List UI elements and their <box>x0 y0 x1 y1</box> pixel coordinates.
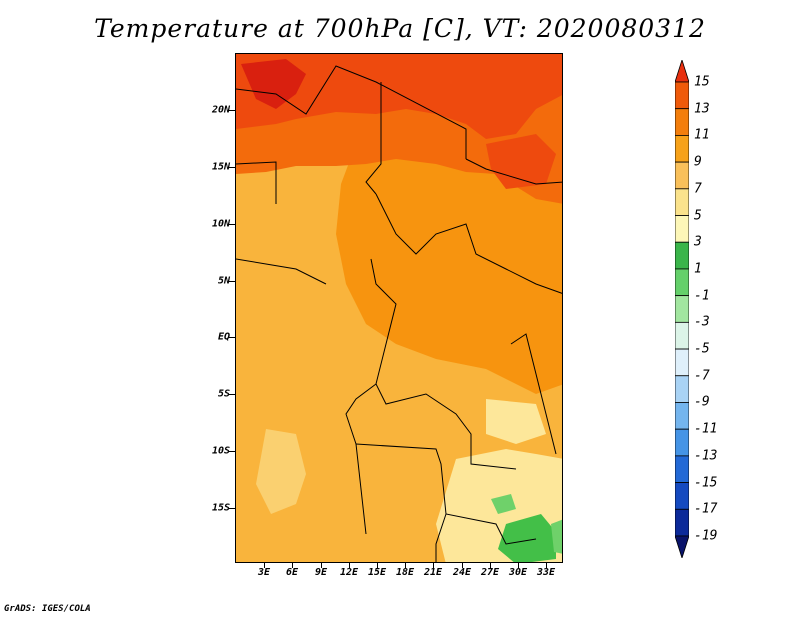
lon-label-15e: 15E <box>367 567 387 578</box>
colorbar-label: 3 <box>694 234 702 250</box>
colorbar-segment <box>675 241 689 270</box>
colorbar-label: 1 <box>694 261 702 277</box>
colorbar-segment <box>675 428 689 457</box>
colorbar-segment <box>675 161 689 190</box>
field-orange-band <box>336 144 562 394</box>
colorbar-segment <box>675 455 689 483</box>
lon-label-18e: 18E <box>395 567 415 578</box>
field-yellow-coast <box>486 399 546 444</box>
lon-label-6e: 6E <box>285 567 299 578</box>
colorbar-label: -15 <box>694 475 718 491</box>
lon-tick <box>462 563 463 568</box>
field-light-green-b <box>551 519 562 554</box>
lon-tick <box>546 563 547 568</box>
colorbar-label: -1 <box>694 288 710 304</box>
colorbar-label: -17 <box>694 501 718 517</box>
colorbar-label: 7 <box>694 181 702 197</box>
field-deep-red-nw <box>241 59 306 109</box>
lat-tick <box>229 451 235 452</box>
lat-tick <box>229 110 235 111</box>
colorbar-segment <box>675 508 689 537</box>
colorbar-label: 5 <box>694 208 702 224</box>
colorbar-segment <box>675 188 689 216</box>
lat-label-15n: 15N <box>211 161 230 173</box>
lon-label-30e: 30E <box>508 567 528 578</box>
lat-label-15s: 15S <box>211 502 230 514</box>
colorbar-segment <box>675 348 689 377</box>
lat-label-5n: 5N <box>217 275 230 287</box>
colorbar-bottom-arrow <box>675 535 689 558</box>
lon-tick <box>518 563 519 568</box>
lat-tick <box>229 224 235 225</box>
colorbar-label: -3 <box>694 314 710 330</box>
lon-label-24e: 24E <box>452 567 472 578</box>
lon-tick <box>264 563 265 568</box>
colorbar-label: -9 <box>694 394 710 410</box>
field-light-green-a <box>491 494 516 514</box>
lat-label-5s: 5S <box>217 388 230 400</box>
lon-label-9e: 9E <box>314 567 328 578</box>
colorbar-label: 15 <box>694 74 710 90</box>
lon-tick <box>321 563 322 568</box>
colorbar-segment <box>675 268 689 297</box>
lat-tick <box>229 394 235 395</box>
colorbar-segment <box>675 482 689 510</box>
colorbar-segment <box>675 215 689 243</box>
lon-label-12e: 12E <box>339 567 359 578</box>
lon-label-21e: 21E <box>423 567 443 578</box>
colorbar-segment <box>675 375 689 403</box>
lon-label-27e: 27E <box>480 567 500 578</box>
colorbar-segment <box>675 295 689 323</box>
country-borders <box>236 65 562 562</box>
colorbar-segment <box>675 81 689 110</box>
colorbar-segment <box>675 402 689 430</box>
colorbar <box>675 60 689 558</box>
lat-tick <box>229 167 235 168</box>
lon-tick <box>490 563 491 568</box>
lat-tick <box>229 281 235 282</box>
lon-tick <box>433 563 434 568</box>
lon-label-3e: 3E <box>257 567 271 578</box>
colorbar-label: 11 <box>694 127 710 143</box>
lon-tick <box>292 563 293 568</box>
credit-text: GrADS: IGES/COLA <box>4 604 91 614</box>
colorbar-segment <box>675 108 689 136</box>
field-green-se <box>498 514 556 562</box>
lat-tick <box>229 508 235 509</box>
lat-label-10s: 10S <box>211 445 230 457</box>
colorbar-top-arrow <box>675 60 689 83</box>
lon-tick <box>349 563 350 568</box>
colorbar-label: -13 <box>694 448 718 464</box>
colorbar-segment <box>675 321 689 350</box>
field-pale-west <box>256 429 306 514</box>
lon-tick <box>377 563 378 568</box>
map-canvas <box>236 54 562 562</box>
lat-label-20n: 20N <box>211 104 230 116</box>
lat-label-10n: 10N <box>211 218 230 230</box>
lat-tick <box>229 337 235 338</box>
colorbar-label: -19 <box>694 528 718 544</box>
lon-tick <box>405 563 406 568</box>
field-red-east <box>486 134 556 189</box>
temperature-map <box>235 53 563 563</box>
colorbar-label: 9 <box>694 154 702 170</box>
field-red-north <box>236 54 562 139</box>
colorbar-segment <box>675 135 689 163</box>
colorbar-label: -7 <box>694 368 710 384</box>
colorbar-label: -5 <box>694 341 710 357</box>
lat-label-eq: EQ <box>217 331 230 343</box>
colorbar-label: 13 <box>694 101 710 117</box>
map-title: Temperature at 700hPa [C], VT: 202008031… <box>94 14 706 43</box>
colorbar-label: -11 <box>694 421 718 437</box>
lon-label-33e: 33E <box>536 567 556 578</box>
